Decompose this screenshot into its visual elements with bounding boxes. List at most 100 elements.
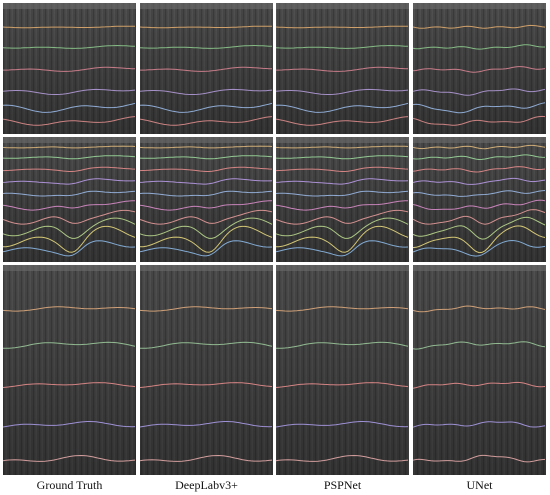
boundary-line — [412, 421, 546, 428]
panel-topband — [413, 137, 546, 143]
boundary-line — [2, 102, 136, 113]
boundary-line — [275, 44, 409, 49]
panel-shade — [276, 265, 409, 475]
panel-topband — [3, 137, 136, 143]
boundary-line — [2, 225, 136, 253]
panel-topband — [140, 137, 273, 143]
boundary-line — [412, 341, 546, 350]
boundary-line — [275, 166, 409, 172]
boundary-line — [412, 44, 545, 50]
boundary-line — [275, 178, 409, 185]
boundary-line — [139, 166, 273, 172]
boundary-line — [139, 209, 273, 225]
boundary-line — [275, 88, 409, 95]
boundary-line — [139, 306, 273, 312]
panel-topband — [276, 265, 409, 271]
panel-shade — [140, 265, 273, 475]
panel-topband — [3, 3, 136, 9]
boundary-line — [139, 25, 273, 29]
panel-shade — [413, 3, 546, 134]
panel-shade — [413, 265, 546, 475]
boundary-line — [139, 102, 273, 113]
boundary-line — [139, 44, 273, 49]
boundary-line — [276, 66, 408, 72]
boundary-line — [2, 25, 136, 29]
boundary-line — [275, 155, 409, 160]
panel-topband — [413, 3, 546, 9]
boundary-line — [139, 382, 273, 388]
boundary-line — [139, 240, 273, 257]
boundary-line — [2, 341, 136, 349]
boundary-line — [139, 88, 273, 95]
boundary-line — [2, 145, 136, 149]
panel-shade — [3, 265, 136, 475]
column-label: PSPNet — [323, 478, 362, 492]
boundary-line — [275, 190, 409, 197]
boundary-line — [412, 381, 546, 389]
boundary-line — [275, 240, 409, 257]
boundary-line — [139, 155, 273, 160]
boundary-line — [275, 25, 409, 29]
boundary-line — [275, 200, 408, 211]
boundary-line — [412, 239, 546, 257]
boundary-line — [2, 217, 136, 239]
panel-shade — [276, 3, 409, 134]
panel-shade — [140, 3, 273, 134]
boundary-line — [139, 217, 273, 239]
boundary-line — [275, 341, 409, 349]
boundary-line — [2, 178, 136, 185]
boundary-line — [139, 454, 273, 462]
boundary-line — [412, 225, 546, 254]
boundary-line — [412, 454, 546, 463]
panel-topband — [413, 265, 546, 271]
boundary-line — [412, 216, 546, 240]
panel-shade — [413, 137, 546, 262]
boundary-line — [412, 190, 546, 197]
boundary-line — [139, 421, 273, 428]
boundary-line — [139, 178, 273, 185]
boundary-line — [275, 209, 409, 225]
boundary-line — [139, 225, 273, 253]
boundary-line — [275, 217, 409, 239]
boundary-line — [412, 66, 546, 73]
panel-topband — [3, 265, 136, 271]
boundary-line — [139, 145, 273, 149]
panel-shade — [3, 3, 136, 134]
boundary-line — [2, 240, 136, 257]
boundary-line — [2, 454, 136, 462]
boundary-line — [140, 66, 272, 72]
boundary-line — [3, 66, 135, 72]
boundary-line — [412, 88, 546, 96]
boundary-line — [412, 166, 546, 173]
boundary-line — [2, 88, 136, 95]
boundary-line — [412, 209, 546, 225]
boundary-line — [412, 144, 546, 150]
boundary-line — [139, 341, 273, 349]
boundary-line — [275, 116, 409, 126]
boundary-line — [2, 200, 135, 211]
boundary-line — [2, 190, 136, 197]
boundary-line — [412, 115, 546, 126]
panel-topband — [140, 3, 273, 9]
boundary-line — [2, 209, 136, 225]
boundary-line — [412, 102, 546, 114]
column-label: UNet — [466, 478, 493, 492]
boundary-line — [412, 199, 546, 210]
boundary-line — [139, 200, 272, 211]
boundary-line — [139, 190, 273, 197]
panel-topband — [140, 265, 273, 271]
boundary-line — [275, 306, 409, 312]
boundary-line — [275, 225, 409, 253]
column-label: Ground Truth — [36, 478, 103, 492]
boundary-line — [412, 154, 546, 161]
boundary-line — [2, 421, 136, 428]
boundary-line — [275, 145, 409, 149]
boundary-line — [412, 305, 546, 313]
boundary-line — [2, 382, 136, 388]
boundary-line — [2, 166, 136, 172]
boundary-line — [275, 382, 409, 388]
column-label: DeepLabv3+ — [175, 478, 238, 492]
boundary-line — [2, 306, 136, 312]
boundary-line — [275, 102, 409, 113]
